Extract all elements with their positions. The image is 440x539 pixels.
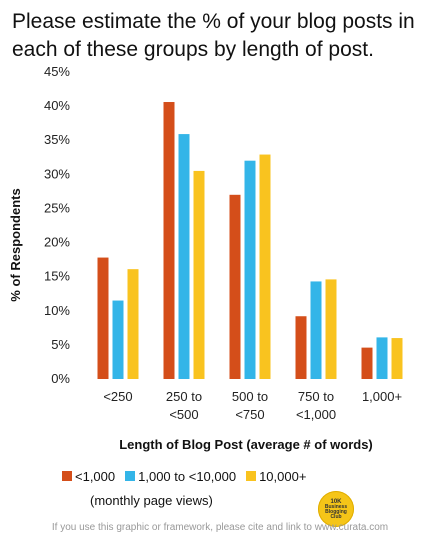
x-tick-label: <750 bbox=[235, 407, 264, 422]
y-tick-label: 0% bbox=[51, 371, 70, 386]
x-tick-label: 1,000+ bbox=[362, 389, 402, 404]
bar bbox=[178, 134, 190, 379]
bar bbox=[259, 154, 271, 379]
bar bbox=[295, 316, 307, 379]
footer-citation: If you use this graphic or framework, pl… bbox=[51, 522, 389, 533]
x-tick-label: <500 bbox=[169, 407, 198, 422]
legend-item: 1,000 to <10,000 bbox=[125, 469, 236, 484]
blogging-club-badge-icon: 10K Business Blogging Club bbox=[318, 491, 354, 527]
x-axis-label: Length of Blog Post (average # of words) bbox=[119, 437, 373, 452]
legend-item: <1,000 bbox=[62, 469, 115, 484]
legend-item: 10,000+ bbox=[246, 469, 306, 484]
y-tick-label: 30% bbox=[44, 166, 70, 181]
bar bbox=[361, 347, 373, 379]
bar bbox=[244, 160, 256, 379]
legend-note: (monthly page views) bbox=[90, 493, 213, 508]
bar bbox=[112, 300, 124, 379]
y-axis-label: % of Respondents bbox=[8, 188, 23, 301]
y-tick-label: 20% bbox=[44, 235, 70, 250]
bar bbox=[127, 269, 139, 379]
x-tick-label: <1,000 bbox=[296, 407, 336, 422]
legend: <1,000 1,000 to <10,000 10,000+ (monthly p… bbox=[62, 467, 432, 508]
y-tick-label: 5% bbox=[51, 337, 70, 352]
bar bbox=[193, 170, 205, 379]
y-tick-label: 40% bbox=[44, 98, 70, 113]
legend-swatch bbox=[246, 471, 257, 481]
bar bbox=[310, 281, 322, 379]
bar bbox=[97, 257, 109, 379]
legend-swatch bbox=[62, 471, 72, 481]
bar bbox=[163, 102, 175, 380]
y-tick-label: 45% bbox=[44, 64, 70, 79]
legend-label: 1,000 to <10,000 bbox=[138, 468, 237, 484]
bar bbox=[325, 279, 337, 379]
x-tick-label: 500 to bbox=[232, 389, 268, 404]
bar bbox=[391, 338, 403, 379]
y-tick-label: 10% bbox=[44, 303, 70, 318]
legend-label: 10,000+ bbox=[259, 468, 307, 484]
y-tick-label: 15% bbox=[44, 269, 70, 284]
legend-swatch bbox=[125, 471, 136, 481]
x-tick-label: <250 bbox=[103, 389, 132, 404]
y-tick-label: 25% bbox=[44, 200, 70, 215]
chart-title: Please estimate the % of your blog posts… bbox=[12, 10, 415, 61]
bar bbox=[376, 337, 388, 379]
legend-label: <1,000 bbox=[75, 468, 116, 484]
y-tick-label: 35% bbox=[44, 132, 70, 147]
x-tick-label: 250 to bbox=[166, 389, 202, 404]
bar bbox=[229, 194, 241, 379]
x-tick-label: 750 to bbox=[298, 389, 334, 404]
